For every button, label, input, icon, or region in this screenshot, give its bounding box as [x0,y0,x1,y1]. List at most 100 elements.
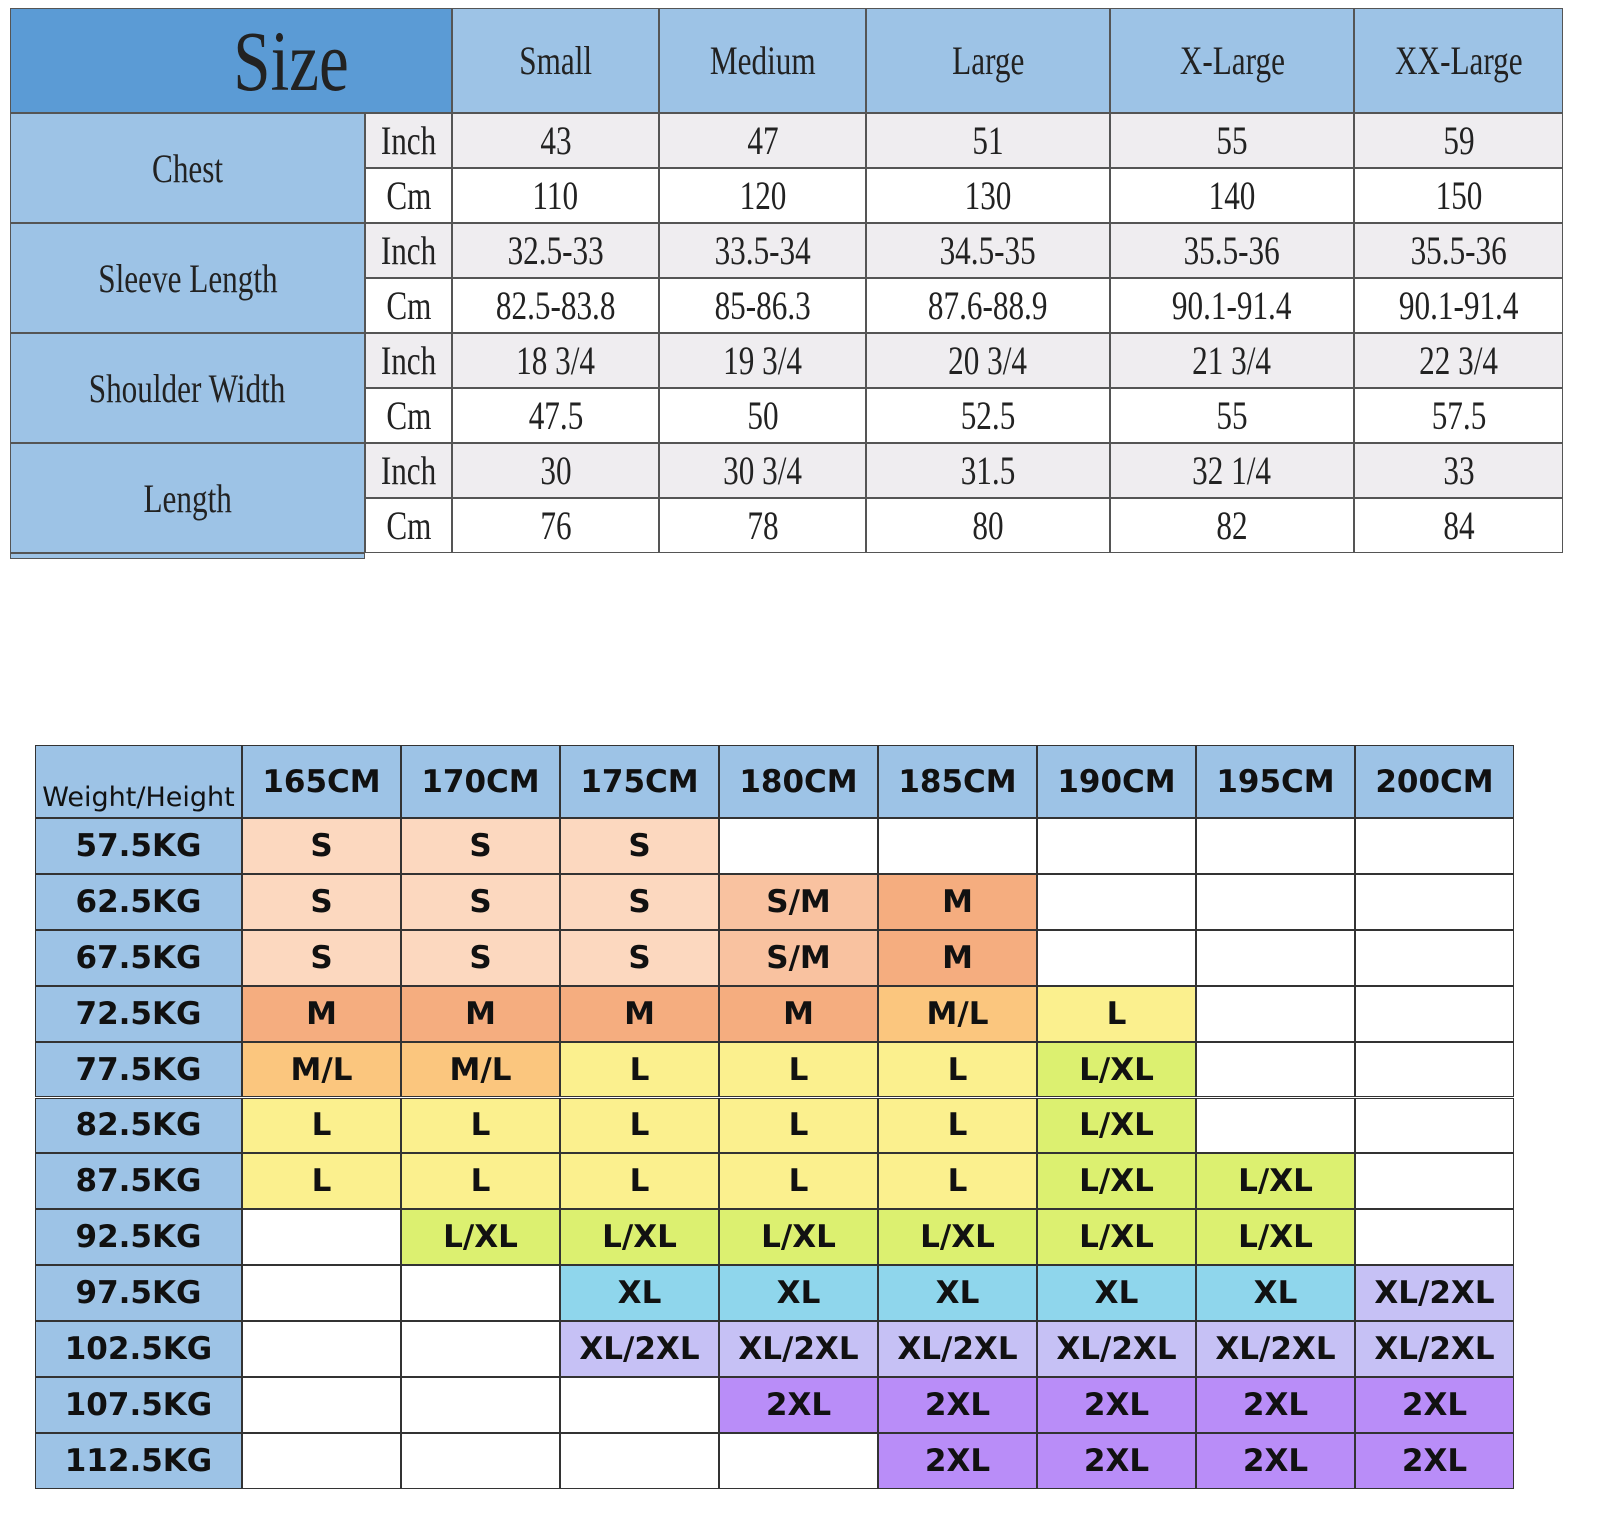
size-cell: M [719,985,878,1042]
size-cell: M/L [242,1041,401,1098]
measurement-value: 20 3/4 [866,333,1110,388]
weight-label: 82.5KG [35,1097,242,1154]
cell-text: L/XL [602,1219,677,1256]
size-cell: XL [560,1265,719,1322]
empty-cell [1196,873,1355,930]
cell-text: S/M [766,939,831,976]
measurement-value: 140 [1110,168,1354,223]
cell-text: L [788,1051,809,1088]
cell-text: Inch [380,118,437,163]
measurement-value: 59 [1354,113,1563,168]
measurement-value: 33 [1354,443,1563,498]
cell-text: 2XL [1401,1442,1468,1479]
cell-text: XL/2XL [1374,1331,1495,1368]
unit-label: Cm [365,278,452,333]
measurement-value: 43 [452,113,659,168]
cell-text: 165CM [262,763,381,800]
measurement-value: 51 [866,113,1110,168]
measurement-label: Length [10,443,365,553]
size-cell: L [560,1041,719,1098]
size-cell: 2XL [878,1377,1037,1433]
weight-label: 77.5KG [35,1041,242,1098]
weight-label: 107.5KG [35,1377,242,1433]
cell-text: 67.5KG [75,939,202,976]
empty-cell [1355,1209,1514,1266]
cell-text: Large [951,38,1025,83]
size-cell: XL/2XL [878,1321,1037,1377]
cell-text: S [628,939,651,976]
cell-text: Weight/Height [42,782,235,813]
size-header: XX-Large [1354,8,1563,113]
unit-label: Inch [365,113,452,168]
size-cell: S [560,929,719,986]
cell-text: Cm [385,283,432,328]
measurement-value: 120 [659,168,866,223]
empty-cell [878,818,1037,874]
cell-text: M [942,939,973,976]
size-cell: L/XL [1196,1209,1355,1266]
weight-label: 57.5KG [35,818,242,874]
size-cell: M/L [401,1041,560,1098]
size-cell: XL/2XL [1196,1321,1355,1377]
measurement-label: Sleeve Length [10,223,365,333]
empty-cell [1355,873,1514,930]
measurement-value: 33.5-34 [659,223,866,278]
size-cell: L [878,1153,1037,1210]
cell-text: L/XL [1079,1219,1154,1256]
empty-cell [1037,929,1196,986]
weight-label: 87.5KG [35,1153,242,1210]
cell-text: 30 3/4 [723,448,802,493]
cell-text: 76 [539,503,572,548]
unit-label: Inch [365,443,452,498]
empty-cell [1196,818,1355,874]
empty-cell [1196,1097,1355,1154]
cell-text: L [1106,995,1127,1032]
cell-text: L [470,1163,491,1200]
cell-text: XL [1253,1275,1298,1312]
cell-text: S [469,883,492,920]
measurement-value: 30 3/4 [659,443,866,498]
weight-label: 72.5KG [35,985,242,1042]
cell-text: L [470,1107,491,1144]
weight-label: 67.5KG [35,929,242,986]
measurement-value: 30 [452,443,659,498]
size-cell: M/L [878,985,1037,1042]
weight-label: 92.5KG [35,1209,242,1266]
empty-cell [719,1432,878,1489]
size-cell: L [878,1097,1037,1154]
cell-text: 18 3/4 [516,338,595,383]
cell-text: S [469,939,492,976]
measurement-value: 85-86.3 [659,278,866,333]
size-cell: L [560,1153,719,1210]
cell-text: 31.5 [960,448,1016,493]
cell-text: XL/2XL [579,1331,700,1368]
cell-text: L/XL [920,1219,995,1256]
cell-text: 110 [532,173,579,218]
cell-text: 175CM [580,763,699,800]
cell-text: 180CM [739,763,858,800]
size-cell: L [401,1097,560,1154]
size-cell: XL/2XL [1037,1321,1196,1377]
height-header: 175CM [560,745,719,818]
cell-text: L [629,1107,650,1144]
cell-text: S [628,827,651,864]
cell-text: M/L [926,995,989,1032]
size-cell: L [242,1097,401,1154]
empty-cell [1355,1097,1514,1154]
measurement-value: 34.5-35 [866,223,1110,278]
size-cell: 2XL [1037,1377,1196,1433]
empty-cell [401,1432,560,1489]
table-edge [10,553,365,559]
cell-text: L [788,1163,809,1200]
cell-text: 52.5 [960,393,1016,438]
size-cell: L/XL [1037,1097,1196,1154]
cell-text: 85-86.3 [714,283,811,328]
cell-text: XL [776,1275,821,1312]
size-cell: S [401,873,560,930]
size-cell: L [242,1153,401,1210]
measurement-label: Shoulder Width [10,333,365,443]
cell-text: 50 [746,393,779,438]
cell-text: S [469,827,492,864]
measurement-value: 76 [452,498,659,553]
size-cell: S [401,929,560,986]
